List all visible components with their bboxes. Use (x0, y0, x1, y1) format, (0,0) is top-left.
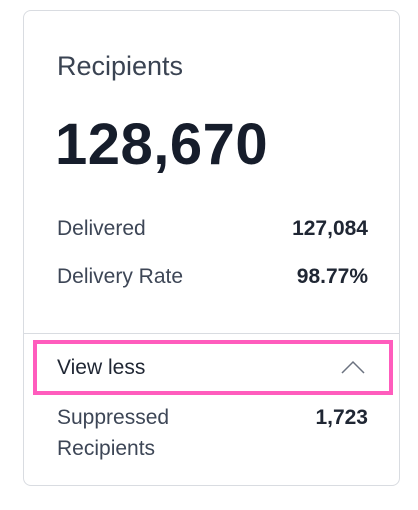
stat-value: 98.77% (296, 265, 368, 288)
stat-value: 127,084 (292, 217, 368, 240)
toggle-label[interactable]: View less (57, 356, 146, 379)
stat-value: 1,723 (315, 406, 368, 429)
recipients-card: Recipients 128,670 Delivered 127,084 Del… (23, 10, 400, 486)
stat-label: Suppressed Recipients (57, 406, 170, 460)
card-title: Recipients (57, 51, 184, 81)
chevron-up[interactable] (341, 360, 365, 374)
stat-label: Delivery Rate (57, 265, 184, 288)
stat-row: Delivered 127,084 (57, 217, 368, 241)
divider (24, 333, 399, 334)
total-value: 128,670 (55, 112, 269, 177)
stat-label: Delivered (57, 217, 146, 240)
stat-row: Suppressed Recipients 1,723 (57, 402, 368, 464)
view-toggle[interactable]: View less (33, 340, 393, 395)
stat-row: Delivery Rate 98.77% (57, 265, 368, 289)
